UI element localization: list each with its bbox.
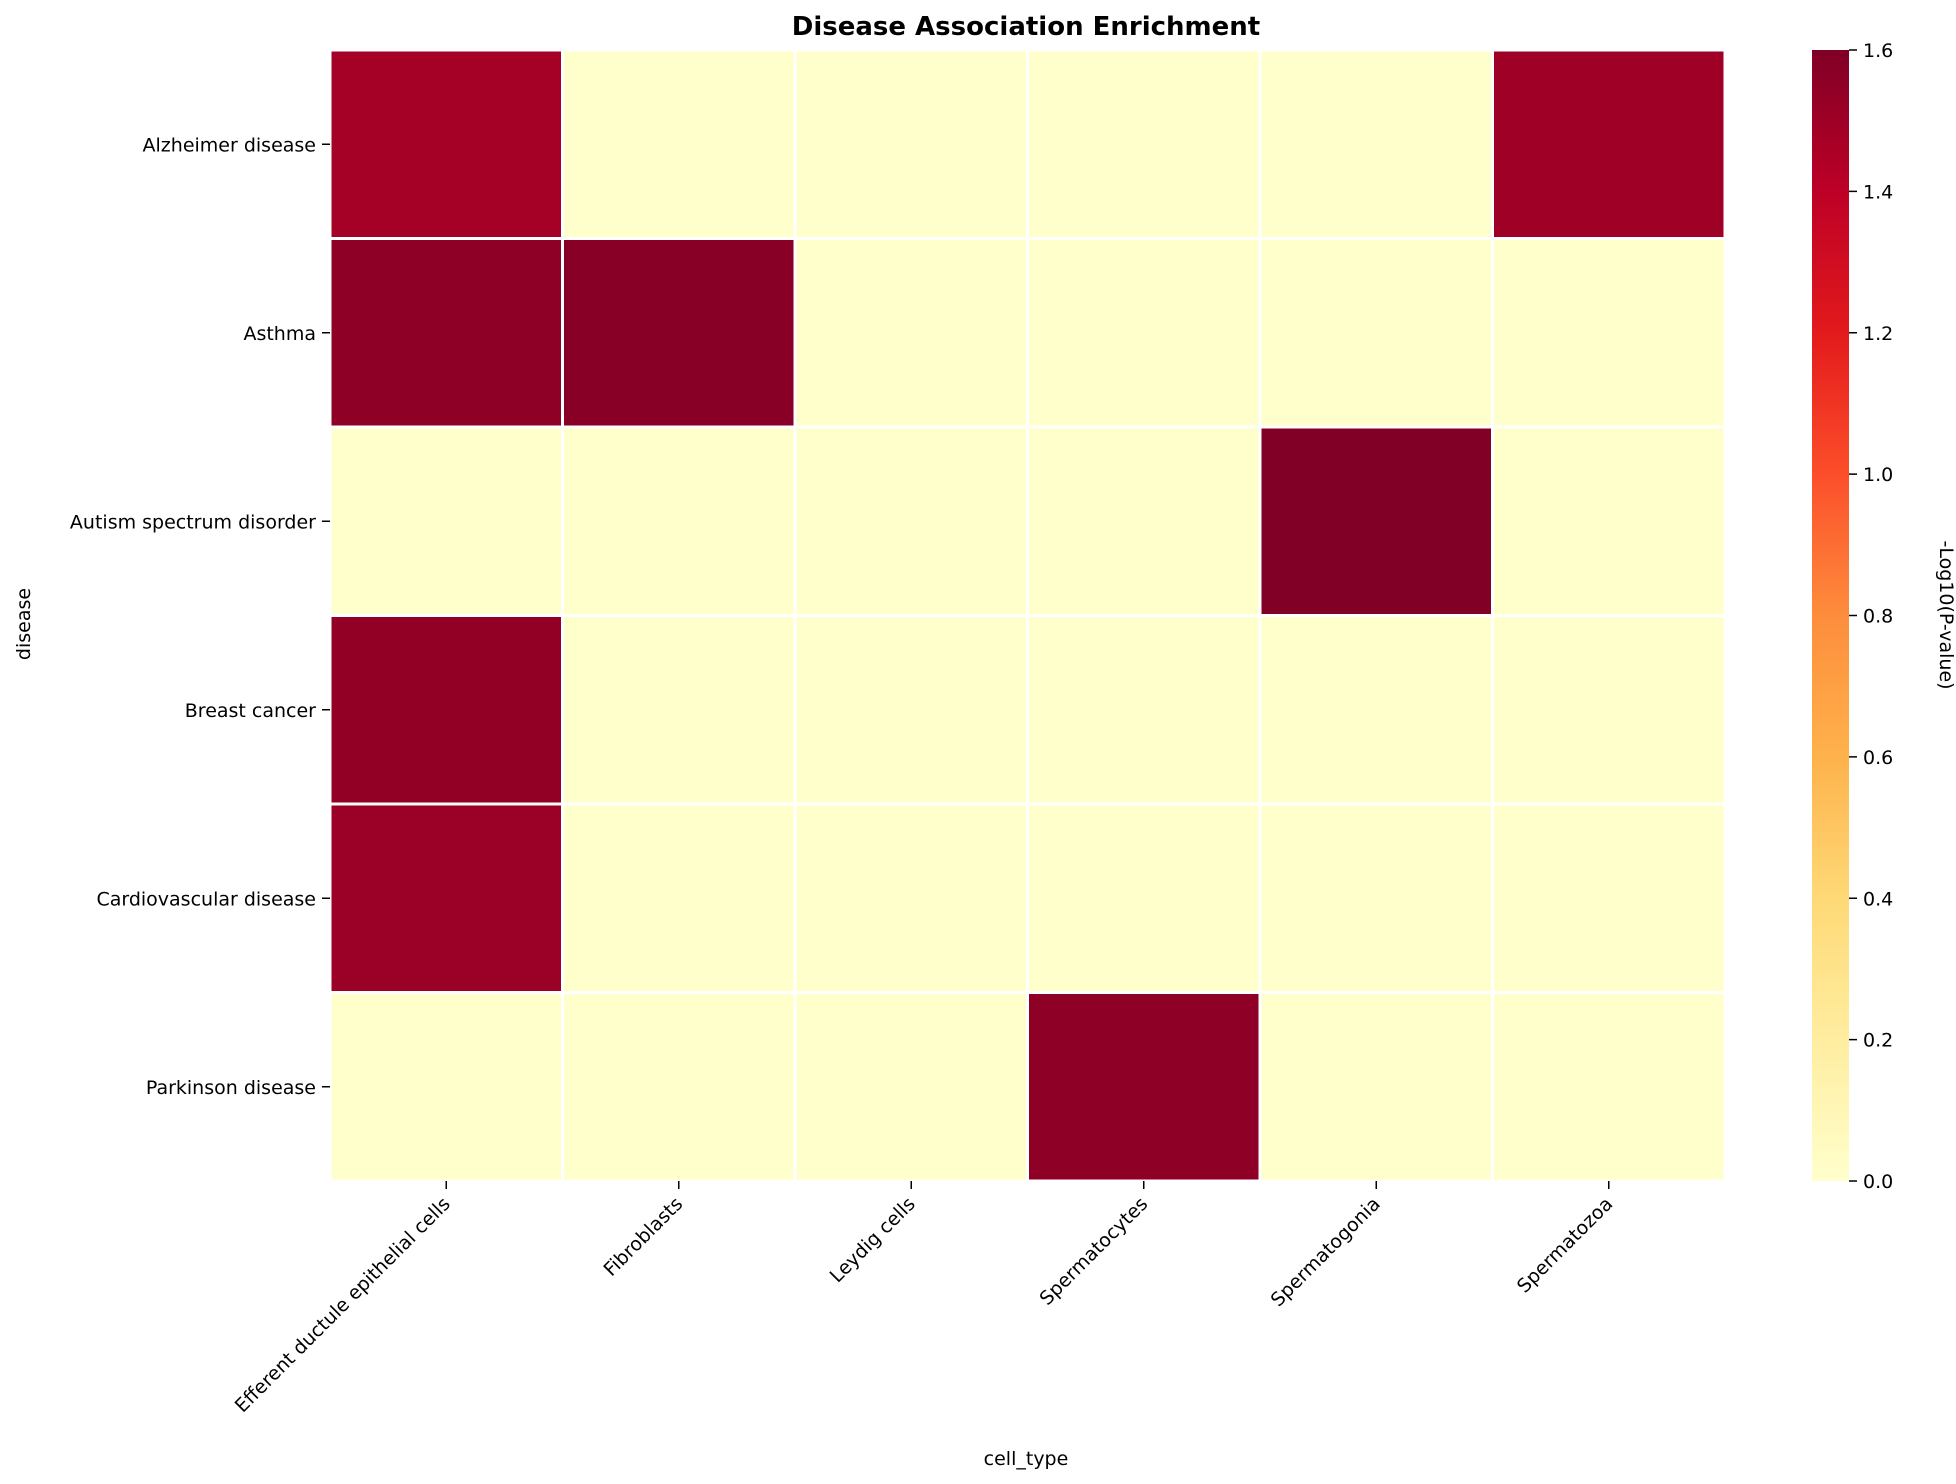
heatmap-cell [561, 425, 797, 617]
heatmap-cell [1026, 425, 1262, 617]
heatmap-cell [1491, 614, 1727, 806]
heatmap-cell [793, 48, 1029, 240]
heatmap-cell [1491, 991, 1727, 1183]
heatmap-cell [1491, 237, 1727, 429]
x-tick-label: Spermatocytes [1035, 1193, 1152, 1310]
heatmap-cell [1258, 614, 1494, 806]
heatmap-cell [1258, 802, 1494, 994]
heatmap-cell [1026, 48, 1262, 240]
heatmap-cell [1026, 614, 1262, 806]
heatmap-cell [1026, 802, 1262, 994]
x-tick-label: Efferent ductule epithelial cells [231, 1193, 455, 1417]
colorbar-tick-label: 1.4 [1863, 181, 1893, 203]
x-tick-label: Spermatogonia [1267, 1193, 1385, 1311]
x-tick-label: Leydig cells [826, 1193, 920, 1287]
heatmap-cell [793, 802, 1029, 994]
heatmap-cell [1258, 425, 1494, 617]
y-tick-label: Breast cancer [185, 700, 316, 722]
heatmap-cell [561, 48, 797, 240]
heatmap-cell [328, 802, 564, 994]
heatmap-cell [1258, 48, 1494, 240]
x-axis-label: cell_type [984, 1448, 1069, 1470]
y-tick-label: Cardiovascular disease [96, 888, 316, 910]
heatmap-cell [793, 991, 1029, 1183]
heatmap-cell [793, 614, 1029, 806]
chart-title: Disease Association Enrichment [792, 12, 1260, 42]
heatmap-cell [1258, 991, 1494, 1183]
y-tick-label: Alzheimer disease [143, 134, 316, 156]
colorbar-tick-label: 0.2 [1863, 1030, 1893, 1052]
heatmap-cell [1491, 802, 1727, 994]
heatmap-cell [328, 237, 564, 429]
x-tick-label: Spermatozoa [1513, 1193, 1617, 1297]
heatmap-cell [793, 425, 1029, 617]
heatmap-cell [1026, 237, 1262, 429]
colorbar [1812, 50, 1849, 1181]
colorbar-tick-label: 0.6 [1863, 747, 1893, 769]
heatmap-cell [328, 425, 564, 617]
heatmap-cell [1491, 48, 1727, 240]
heatmap-cell [328, 48, 564, 240]
colorbar-tick-label: 0.0 [1863, 1171, 1893, 1193]
y-tick-label: Parkinson disease [146, 1077, 316, 1099]
y-axis-label: disease [13, 588, 35, 660]
heatmap-cells [328, 48, 1727, 1183]
heatmap-cell [1026, 991, 1262, 1183]
y-axis-ticks: Alzheimer disease Asthma Autism spectrum d… [70, 134, 330, 1099]
x-tick-label: Fibroblasts [600, 1193, 688, 1281]
colorbar-ticks: 0.0 0.2 0.4 0.6 0.8 1.0 1.2 1.4 1.6 [1849, 40, 1893, 1193]
heatmap-cell [561, 237, 797, 429]
y-tick-label: Autism spectrum disorder [70, 511, 316, 533]
colorbar-tick-label: 0.4 [1863, 888, 1893, 910]
colorbar-tick-label: 1.6 [1863, 40, 1893, 62]
colorbar-label: -Log10(P-value) [1935, 540, 1956, 689]
heatmap-cell [1258, 237, 1494, 429]
heatmap-cell [793, 237, 1029, 429]
heatmap-cell [1491, 425, 1727, 617]
heatmap-cell [328, 614, 564, 806]
heatmap-cell [561, 614, 797, 806]
heatmap-cell [561, 802, 797, 994]
heatmap-cell [328, 991, 564, 1183]
heatmap-cell [561, 991, 797, 1183]
colorbar-tick-label: 1.2 [1863, 323, 1893, 345]
colorbar-tick-label: 0.8 [1863, 606, 1893, 628]
colorbar-tick-label: 1.0 [1863, 464, 1893, 486]
y-tick-label: Asthma [243, 323, 316, 345]
x-axis-ticks: Efferent ductule epithelial cells Fibrobl… [231, 1181, 1617, 1417]
